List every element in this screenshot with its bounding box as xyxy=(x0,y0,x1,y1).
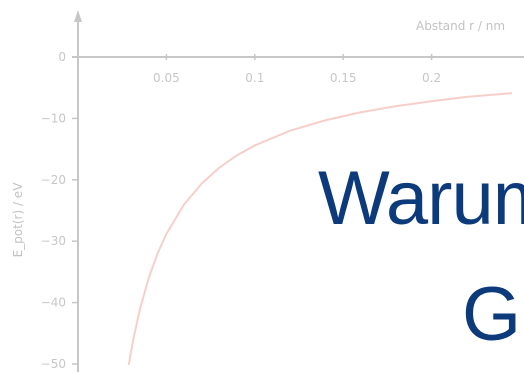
x-tick-label: 0.05 xyxy=(153,71,180,85)
title-line-1: Warum xyxy=(318,156,524,241)
y-tick-label: −50 xyxy=(41,357,66,371)
y-axis-label: E_pot(r) / eV xyxy=(11,182,25,258)
y-tick-label: −10 xyxy=(41,111,66,125)
chart-axes xyxy=(72,10,524,372)
title-line-2: G xyxy=(462,272,521,357)
x-axis-label: Abstand r / nm xyxy=(416,19,505,33)
y-tick-label: −40 xyxy=(41,296,66,310)
x-tick-label: 0.15 xyxy=(330,71,357,85)
y-axis-arrow xyxy=(74,10,82,22)
chart-labels: 0.05 0.1 0.15 0.2 0 −10 −20 −30 −40 −50 Abstand r … xyxy=(11,19,505,371)
y-tick-label: −30 xyxy=(41,234,66,248)
x-tick-label: 0.2 xyxy=(422,71,441,85)
y-tick-label: 0 xyxy=(58,50,66,64)
y-tick-label: −20 xyxy=(41,173,66,187)
potential-energy-curve xyxy=(127,92,513,365)
chart-ticks xyxy=(72,54,433,365)
x-tick-label: 0.1 xyxy=(245,71,264,85)
